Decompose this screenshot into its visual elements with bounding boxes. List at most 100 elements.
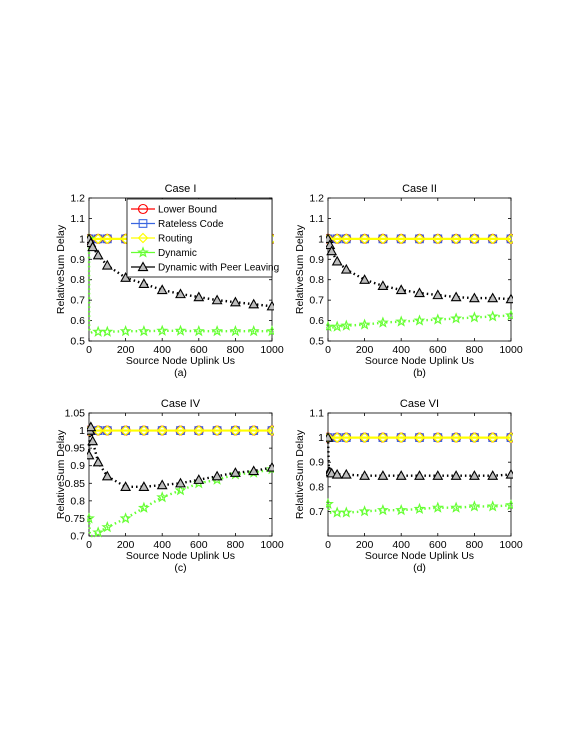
x-tick-label: 400 [392, 344, 410, 356]
y-tick-label: 1 [79, 233, 85, 245]
x-tick-label: 1000 [499, 539, 523, 551]
legend-item: Rateless Code [131, 219, 224, 230]
x-tick-label: 400 [153, 539, 171, 551]
series-routing [326, 432, 513, 443]
series-dynamic [326, 309, 513, 332]
x-tick-label: 800 [466, 344, 484, 356]
y-axis-label: RelativeSum Delay [294, 224, 306, 314]
star-marker [174, 484, 187, 496]
triangle-marker [326, 431, 334, 442]
star-marker [229, 324, 242, 337]
diamond-marker [211, 425, 223, 436]
diamond-marker [487, 432, 499, 443]
star-marker [358, 318, 371, 330]
triangle-marker [193, 291, 205, 302]
star-marker [331, 320, 344, 332]
star-marker [119, 324, 132, 337]
star-marker [376, 503, 389, 516]
triangle-marker [432, 470, 444, 480]
triangle-marker [377, 280, 389, 290]
x-tick-label: 800 [466, 539, 484, 551]
star-marker [92, 325, 105, 337]
star-marker [92, 526, 105, 538]
triangle-marker [340, 263, 352, 274]
x-tick-label: 600 [429, 344, 447, 356]
y-tick-label: 0.9 [309, 254, 324, 266]
star-marker [174, 324, 187, 336]
y-tick-label: 0.9 [309, 457, 324, 469]
triangle-marker [156, 284, 168, 295]
triangle-marker [326, 233, 334, 244]
series-dynamic [87, 463, 274, 538]
series-dynamic [326, 497, 513, 518]
series-line [326, 437, 512, 477]
diamond-marker [137, 232, 149, 244]
star-marker [413, 314, 426, 326]
y-tick-label: 0.95 [65, 443, 86, 455]
x-tick-label: 0 [86, 539, 92, 551]
star-marker [326, 320, 334, 332]
legend: Lower Bound Rateless Code Routing Dynamic Dy… [126, 198, 279, 278]
triangle-marker [175, 288, 186, 299]
diamond-marker [92, 233, 104, 245]
triangle-marker [248, 298, 260, 309]
x-axis-label: Source Node Uplink Us [126, 550, 235, 562]
diamond-marker [450, 432, 462, 443]
star-marker [331, 506, 344, 518]
x-tick-label: 600 [190, 344, 208, 356]
diamond-marker [340, 233, 352, 245]
square-marker [138, 219, 148, 228]
y-tick-label: 0.8 [70, 495, 85, 507]
star-marker [247, 324, 260, 337]
star-marker [450, 312, 463, 324]
triangle-marker [156, 479, 168, 490]
diamond-marker [340, 432, 352, 443]
star-marker [340, 506, 353, 518]
star-marker [431, 501, 444, 513]
star-marker [192, 324, 205, 337]
diamond-marker [230, 425, 241, 436]
y-tick-label: 1 [318, 432, 324, 444]
star-marker [358, 505, 371, 517]
diamond-marker [120, 425, 131, 436]
y-tick-label: 0.5 [70, 336, 85, 348]
triangle-marker [229, 467, 241, 477]
legend-label: Lower Bound [158, 205, 217, 216]
y-axis-label: RelativeSum Delay [55, 224, 67, 314]
star-marker [468, 500, 481, 512]
star-marker [486, 500, 499, 512]
y-tick-label: 0.7 [70, 295, 85, 307]
star-marker [505, 499, 513, 511]
triangle-marker [101, 259, 113, 270]
triangle-marker [359, 274, 371, 284]
diamond-marker [469, 432, 480, 443]
x-tick-label: 600 [190, 539, 208, 551]
chart-title: Case I [165, 183, 197, 195]
y-tick-label: 0.8 [309, 274, 324, 286]
series-line [87, 238, 272, 335]
x-axis-label: Source Node Uplink Us [126, 355, 235, 367]
y-tick-label: 0.7 [309, 295, 324, 307]
chart-title: Case VI [400, 398, 439, 410]
triangle-marker [450, 291, 462, 302]
star-marker [156, 491, 169, 503]
y-tick-label: 0.9 [70, 460, 85, 472]
series-routing [87, 425, 274, 436]
triangle-marker [92, 456, 104, 467]
diamond-marker [193, 425, 205, 436]
star-marker [101, 520, 114, 533]
legend-label: Dynamic [158, 248, 197, 259]
triangle-marker [450, 470, 462, 480]
triangle-marker [395, 284, 407, 295]
diamond-marker [138, 425, 150, 436]
series-line [326, 503, 512, 514]
triangle-marker [92, 249, 104, 260]
diamond-marker [175, 425, 186, 436]
triangle-marker [505, 468, 513, 479]
series-line [87, 468, 273, 538]
diamond-marker [331, 233, 343, 245]
triangle-marker [248, 465, 260, 476]
star-marker [101, 325, 114, 337]
y-tick-label: 0.5 [309, 336, 324, 348]
